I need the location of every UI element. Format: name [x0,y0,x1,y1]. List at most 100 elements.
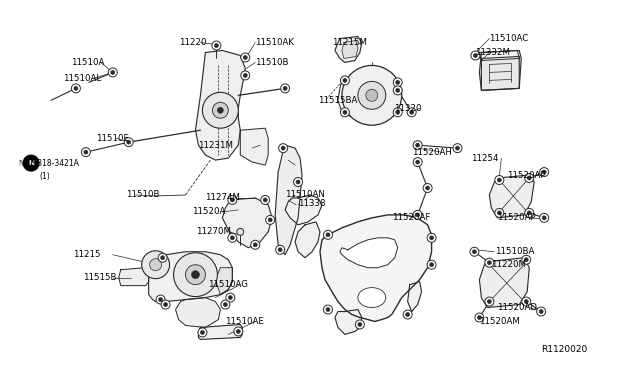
Text: 11510A: 11510A [71,58,104,67]
Circle shape [108,68,117,77]
Circle shape [396,110,400,114]
Circle shape [198,328,207,337]
Circle shape [485,297,494,306]
Circle shape [228,233,237,242]
Circle shape [323,305,332,314]
Circle shape [343,110,347,114]
Circle shape [497,211,501,215]
Circle shape [230,236,234,240]
Circle shape [221,300,230,309]
Text: 11520AP: 11520AP [497,214,536,222]
Circle shape [127,140,131,144]
Circle shape [260,195,269,205]
Text: 11270M: 11270M [196,227,232,236]
Polygon shape [479,51,519,61]
Circle shape [524,258,528,262]
Circle shape [407,108,416,117]
Text: 11510AL: 11510AL [63,74,101,83]
Text: 11520AP: 11520AP [508,170,546,180]
Polygon shape [335,310,362,334]
Circle shape [525,174,534,183]
Circle shape [241,71,250,80]
Polygon shape [175,298,220,327]
Circle shape [230,198,234,202]
Polygon shape [335,36,362,62]
Text: 11215M: 11215M [332,38,367,47]
Circle shape [487,299,492,304]
Polygon shape [216,268,232,295]
Text: 11510AE: 11510AE [225,317,264,326]
Circle shape [537,307,546,316]
Circle shape [74,86,78,90]
Circle shape [296,180,300,184]
Text: 11510AN: 11510AN [285,190,325,199]
Circle shape [415,213,420,217]
Text: 11274M: 11274M [205,193,241,202]
Text: R1120020: R1120020 [541,345,588,354]
Circle shape [281,146,285,150]
Circle shape [472,250,476,254]
Circle shape [453,144,462,153]
Circle shape [156,295,165,304]
Circle shape [323,230,332,239]
Circle shape [393,78,402,87]
Circle shape [471,51,480,60]
Circle shape [340,76,349,85]
Text: 11510E: 11510E [96,134,129,143]
Polygon shape [340,238,397,268]
Circle shape [326,308,330,312]
Circle shape [527,176,531,180]
Circle shape [158,253,167,262]
Circle shape [161,256,164,260]
Circle shape [423,183,432,192]
Circle shape [525,208,534,217]
Circle shape [542,216,546,220]
Polygon shape [479,51,521,90]
Circle shape [470,247,479,256]
Circle shape [475,313,484,322]
Circle shape [278,144,287,153]
Circle shape [228,296,232,299]
Circle shape [263,198,268,202]
Circle shape [413,158,422,167]
Text: 11510B: 11510B [125,190,159,199]
Circle shape [191,271,200,279]
Text: (1): (1) [39,171,50,180]
Polygon shape [148,252,232,302]
Polygon shape [490,175,534,218]
Circle shape [72,84,81,93]
Polygon shape [295,222,320,258]
Circle shape [393,108,402,117]
Circle shape [342,65,402,125]
Polygon shape [481,57,519,90]
Text: 11231M: 11231M [198,141,234,150]
Circle shape [393,86,402,95]
Circle shape [406,312,410,317]
Circle shape [487,261,492,265]
Circle shape [542,170,546,174]
Text: 11254: 11254 [472,154,499,163]
Text: 11520AM: 11520AM [479,317,520,326]
Circle shape [161,300,170,309]
Circle shape [343,78,347,83]
Circle shape [228,195,237,205]
Circle shape [485,258,494,267]
Circle shape [23,155,39,171]
Circle shape [124,138,133,147]
Circle shape [111,70,115,74]
Circle shape [236,330,241,333]
Polygon shape [195,51,245,160]
Polygon shape [408,282,422,311]
Circle shape [415,143,420,147]
Polygon shape [198,324,243,339]
Circle shape [540,167,548,177]
Circle shape [241,53,250,62]
Circle shape [218,107,223,113]
Circle shape [243,73,247,77]
Circle shape [283,86,287,90]
Text: 11510BA: 11510BA [495,247,534,256]
Circle shape [477,315,481,320]
Circle shape [223,302,227,307]
Circle shape [294,177,303,186]
Circle shape [495,176,504,185]
